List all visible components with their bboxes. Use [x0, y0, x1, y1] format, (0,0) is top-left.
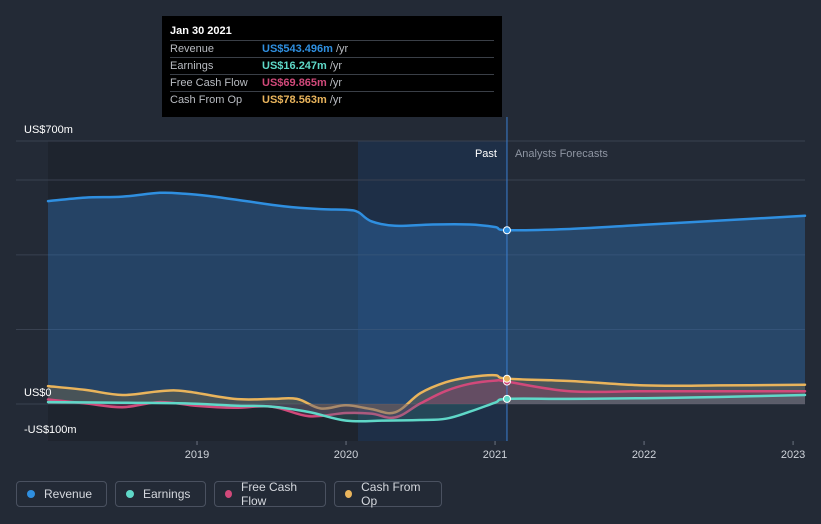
series-line-earnings	[46, 393, 807, 423]
legend: Revenue Earnings Free Cash Flow Cash Fro…	[16, 480, 442, 508]
tooltip-value: US$69.865m	[262, 77, 327, 89]
tooltip-row-free-cash-flow: Free Cash Flow US$69.865m /yr	[170, 75, 494, 92]
data-point-revenue	[502, 226, 511, 235]
x-tick-label: 2021	[483, 449, 507, 461]
legend-item-earnings[interactable]: Earnings	[115, 481, 206, 507]
tooltip-row-earnings: Earnings US$16.247m /yr	[170, 58, 494, 75]
tooltip-date: Jan 30 2021	[170, 24, 494, 41]
legend-item-cash-from-op[interactable]: Cash From Op	[334, 480, 442, 508]
tooltip-unit: /yr	[329, 77, 343, 89]
legend-label: Cash From Op	[361, 480, 421, 508]
series-area-revenue	[48, 192, 805, 404]
tooltip-unit: /yr	[335, 43, 349, 55]
tooltip-label: Earnings	[170, 60, 214, 72]
x-tick-label: 2019	[185, 449, 209, 461]
series-line-revenue	[46, 191, 807, 232]
legend-label: Earnings	[143, 487, 191, 501]
past-label: Past	[475, 148, 497, 160]
tooltip-value: US$16.247m	[262, 60, 327, 72]
y-tick-label: US$0	[24, 387, 52, 399]
x-tick-label: 2022	[632, 449, 656, 461]
data-point-cash-from-op	[502, 374, 511, 383]
legend-dot-icon	[27, 490, 35, 498]
tooltip-value: US$78.563m	[262, 94, 327, 106]
legend-dot-icon	[126, 490, 134, 498]
tooltip-row-revenue: Revenue US$543.496m /yr	[170, 41, 494, 58]
tooltip-label: Cash From Op	[170, 94, 243, 106]
tooltip: Jan 30 2021 Revenue US$543.496m /yr Earn…	[162, 16, 502, 117]
forecast-label: Analysts Forecasts	[515, 148, 608, 160]
tooltip-row-cash-from-op: Cash From Op US$78.563m /yr	[170, 92, 494, 108]
x-tick-label: 2020	[334, 449, 358, 461]
legend-label: Free Cash Flow	[240, 480, 298, 508]
legend-item-revenue[interactable]: Revenue	[16, 481, 107, 507]
legend-label: Revenue	[44, 487, 93, 501]
y-tick-label: -US$100m	[24, 424, 77, 436]
tooltip-label: Revenue	[170, 43, 215, 55]
highlight-region	[357, 141, 507, 441]
tooltip-unit: /yr	[329, 94, 343, 106]
legend-dot-icon	[225, 490, 232, 498]
tooltip-value: US$543.496m	[262, 43, 333, 55]
y-tick-label: US$700m	[24, 124, 73, 136]
tooltip-unit: /yr	[329, 60, 343, 72]
series-line-cash-from-op	[46, 373, 807, 415]
series-area-earnings	[48, 395, 805, 422]
legend-dot-icon	[345, 490, 353, 498]
data-point-earnings	[502, 394, 511, 403]
tooltip-label: Free Cash Flow	[170, 77, 248, 89]
x-tick-label: 2023	[781, 449, 805, 461]
legend-item-free-cash-flow[interactable]: Free Cash Flow	[214, 480, 326, 508]
